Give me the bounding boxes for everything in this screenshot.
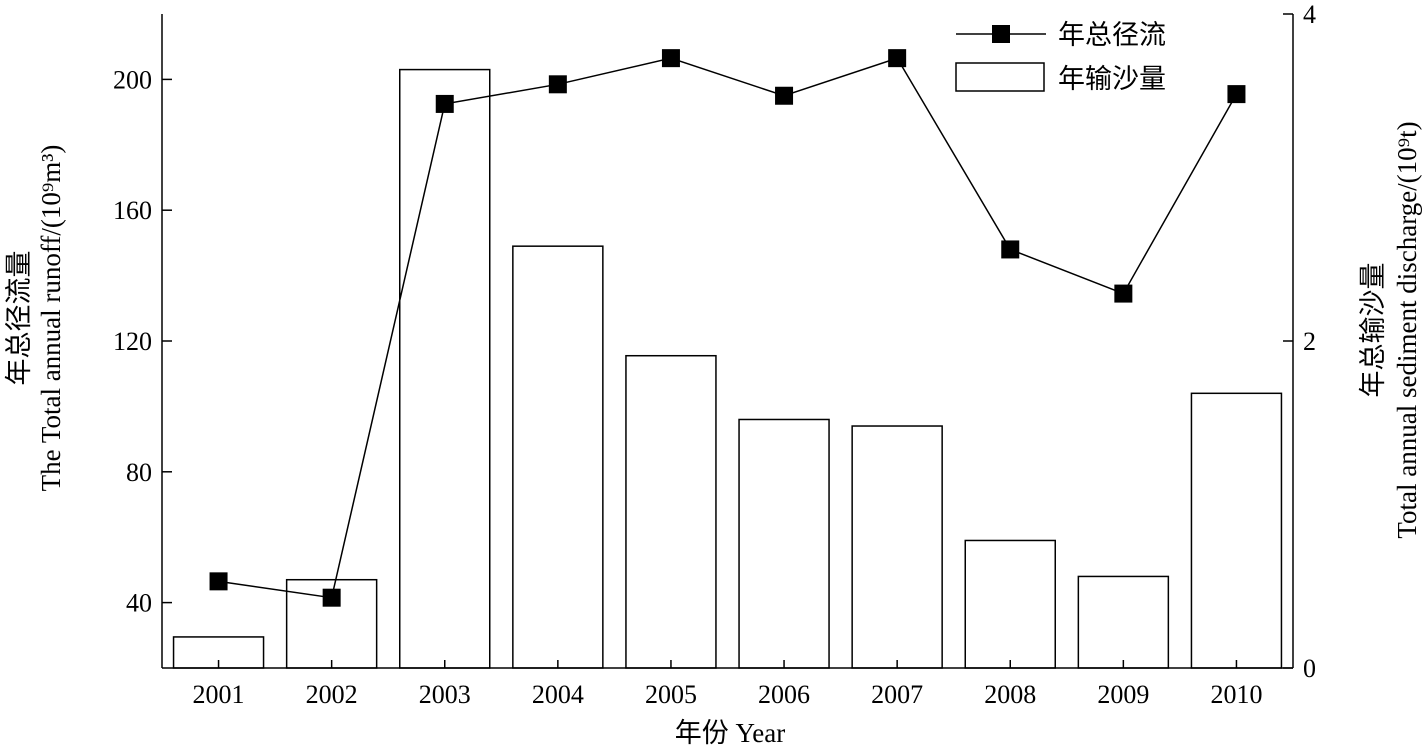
x-tick-label-2009: 2009 — [1097, 680, 1149, 709]
y-axis-left-label-line1: 年总径流量 — [4, 251, 34, 386]
x-axis-label: 年份 Year — [675, 718, 786, 748]
bar-2009 — [1077, 575, 1170, 669]
runoff-marker-2010 — [1227, 85, 1246, 104]
axes-layer — [161, 14, 1294, 669]
legend-bar-swatch — [955, 62, 1045, 92]
runoff-marker-2005 — [661, 49, 680, 68]
x-tick-label-2004: 2004 — [532, 680, 584, 709]
y-left-tick-label-160: 160 — [113, 196, 152, 225]
y-right-tick-label-0: 0 — [1303, 654, 1316, 683]
bar-2007 — [851, 425, 943, 669]
legend-square-marker — [992, 25, 1010, 43]
y-left-tick-label-200: 200 — [113, 65, 152, 94]
runoff-marker-2003 — [435, 94, 454, 113]
ticks-layer: 40 80 120 160 200 0 2 4 2001 2002 2003 2004 2005 2006… — [113, 0, 1316, 709]
y-right-tick-label-2: 2 — [1303, 327, 1316, 356]
bar-2003 — [399, 68, 491, 669]
x-tick-label-2003: 2003 — [419, 680, 471, 709]
legend: 年总径流 年输沙量 — [955, 20, 1166, 94]
bar-2010 — [1190, 392, 1283, 669]
line-layer — [209, 49, 1246, 607]
runoff-marker-2006 — [775, 86, 794, 105]
bar-2008 — [964, 539, 1056, 669]
runoff-marker-2008 — [1001, 240, 1020, 259]
runoff-marker-2007 — [888, 49, 907, 68]
bar-2005 — [625, 354, 717, 669]
x-tick-label-2008: 2008 — [984, 680, 1036, 709]
legend-label-sediment: 年输沙量 — [1058, 64, 1166, 94]
runoff-marker-2004 — [548, 75, 567, 94]
y-right-tick-label-4: 4 — [1303, 0, 1316, 29]
runoff-marker-2009 — [1114, 284, 1133, 303]
x-tick-label-2007: 2007 — [871, 680, 923, 709]
bar-2006 — [738, 418, 830, 669]
y-left-tick-label-120: 120 — [113, 327, 152, 356]
runoff-line — [218, 57, 1238, 599]
y-axis-right-label-line2: Total annual sediment discharge/(10⁹t) — [1392, 121, 1422, 538]
x-tick-label-2001: 2001 — [193, 680, 245, 709]
runoff-marker-2001 — [209, 572, 228, 591]
x-tick-label-2010: 2010 — [1210, 680, 1262, 709]
y-left-tick-label-80: 80 — [126, 458, 152, 487]
bar-2004 — [512, 245, 604, 669]
bars-layer — [172, 68, 1283, 669]
labels-layer: 年份 Year 年总径流量 The Total annual runoff/(1… — [4, 121, 1422, 748]
x-tick-label-2005: 2005 — [645, 680, 697, 709]
x-tick-label-2002: 2002 — [306, 680, 358, 709]
legend-label-runoff: 年总径流 — [1058, 20, 1166, 50]
x-tick-label-2006: 2006 — [758, 680, 810, 709]
y-left-tick-label-40: 40 — [126, 589, 152, 618]
runoff-marker-2002 — [322, 588, 341, 607]
y-axis-left-label-line2: The Total annual runoff/(10⁹m³) — [36, 145, 66, 492]
y-axis-right-label-line1: 年总输沙量 — [1358, 263, 1388, 398]
